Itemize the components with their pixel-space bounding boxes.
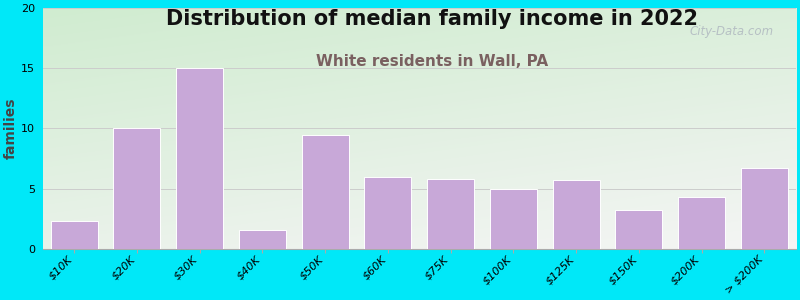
Bar: [427, 179, 474, 249]
Bar: [553, 180, 600, 249]
Text: Distribution of median family income in 2022: Distribution of median family income in …: [166, 9, 698, 29]
Y-axis label: families: families: [4, 98, 18, 159]
Bar: [741, 168, 788, 249]
Bar: [302, 134, 349, 249]
Bar: [239, 230, 286, 249]
Bar: [615, 210, 662, 249]
Text: White residents in Wall, PA: White residents in Wall, PA: [316, 54, 548, 69]
Bar: [678, 197, 726, 249]
Bar: [50, 221, 98, 249]
Bar: [364, 177, 411, 249]
Bar: [114, 128, 160, 249]
Bar: [176, 68, 223, 249]
Bar: [490, 189, 537, 249]
Text: City-Data.com: City-Data.com: [689, 25, 774, 38]
